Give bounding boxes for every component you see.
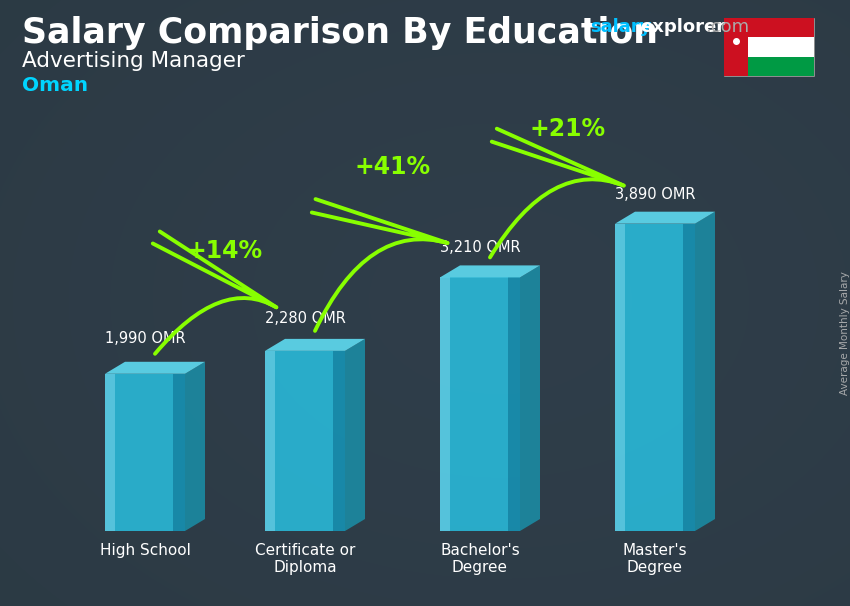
Polygon shape xyxy=(105,362,205,374)
Polygon shape xyxy=(695,211,715,531)
Polygon shape xyxy=(615,211,715,224)
Bar xyxy=(105,374,115,531)
Polygon shape xyxy=(265,339,365,351)
Text: salary: salary xyxy=(590,18,651,36)
Text: +41%: +41% xyxy=(354,155,431,179)
Text: Salary Comparison By Education: Salary Comparison By Education xyxy=(22,16,658,50)
Text: Oman: Oman xyxy=(22,76,88,95)
Bar xyxy=(683,224,695,531)
Bar xyxy=(748,18,814,37)
Text: Bachelor's
Degree: Bachelor's Degree xyxy=(440,543,520,576)
Bar xyxy=(265,351,275,531)
Text: 3,210 OMR: 3,210 OMR xyxy=(439,241,520,255)
Text: High School: High School xyxy=(99,543,190,558)
Bar xyxy=(508,278,520,531)
Text: Average Monthly Salary: Average Monthly Salary xyxy=(840,271,850,396)
Text: Advertising Manager: Advertising Manager xyxy=(22,51,245,71)
Bar xyxy=(265,351,345,531)
Bar xyxy=(440,278,520,531)
Bar xyxy=(105,374,185,531)
Polygon shape xyxy=(440,265,540,278)
Bar xyxy=(615,224,625,531)
Text: 2,280 OMR: 2,280 OMR xyxy=(264,311,345,326)
Bar xyxy=(440,278,450,531)
Text: +14%: +14% xyxy=(187,239,263,263)
Bar xyxy=(333,351,345,531)
Text: Master's
Degree: Master's Degree xyxy=(623,543,688,576)
Bar xyxy=(724,18,748,76)
Polygon shape xyxy=(185,362,205,531)
Text: 3,890 OMR: 3,890 OMR xyxy=(615,187,695,202)
Bar xyxy=(724,18,814,76)
Text: .com: .com xyxy=(705,18,749,36)
Bar xyxy=(748,57,814,76)
Text: +21%: +21% xyxy=(530,117,605,141)
Polygon shape xyxy=(520,265,540,531)
Bar xyxy=(173,374,185,531)
Text: 1,990 OMR: 1,990 OMR xyxy=(105,331,185,346)
Text: explorer: explorer xyxy=(640,18,725,36)
Polygon shape xyxy=(345,339,365,531)
Text: Certificate or
Diploma: Certificate or Diploma xyxy=(255,543,355,576)
Bar xyxy=(615,224,695,531)
